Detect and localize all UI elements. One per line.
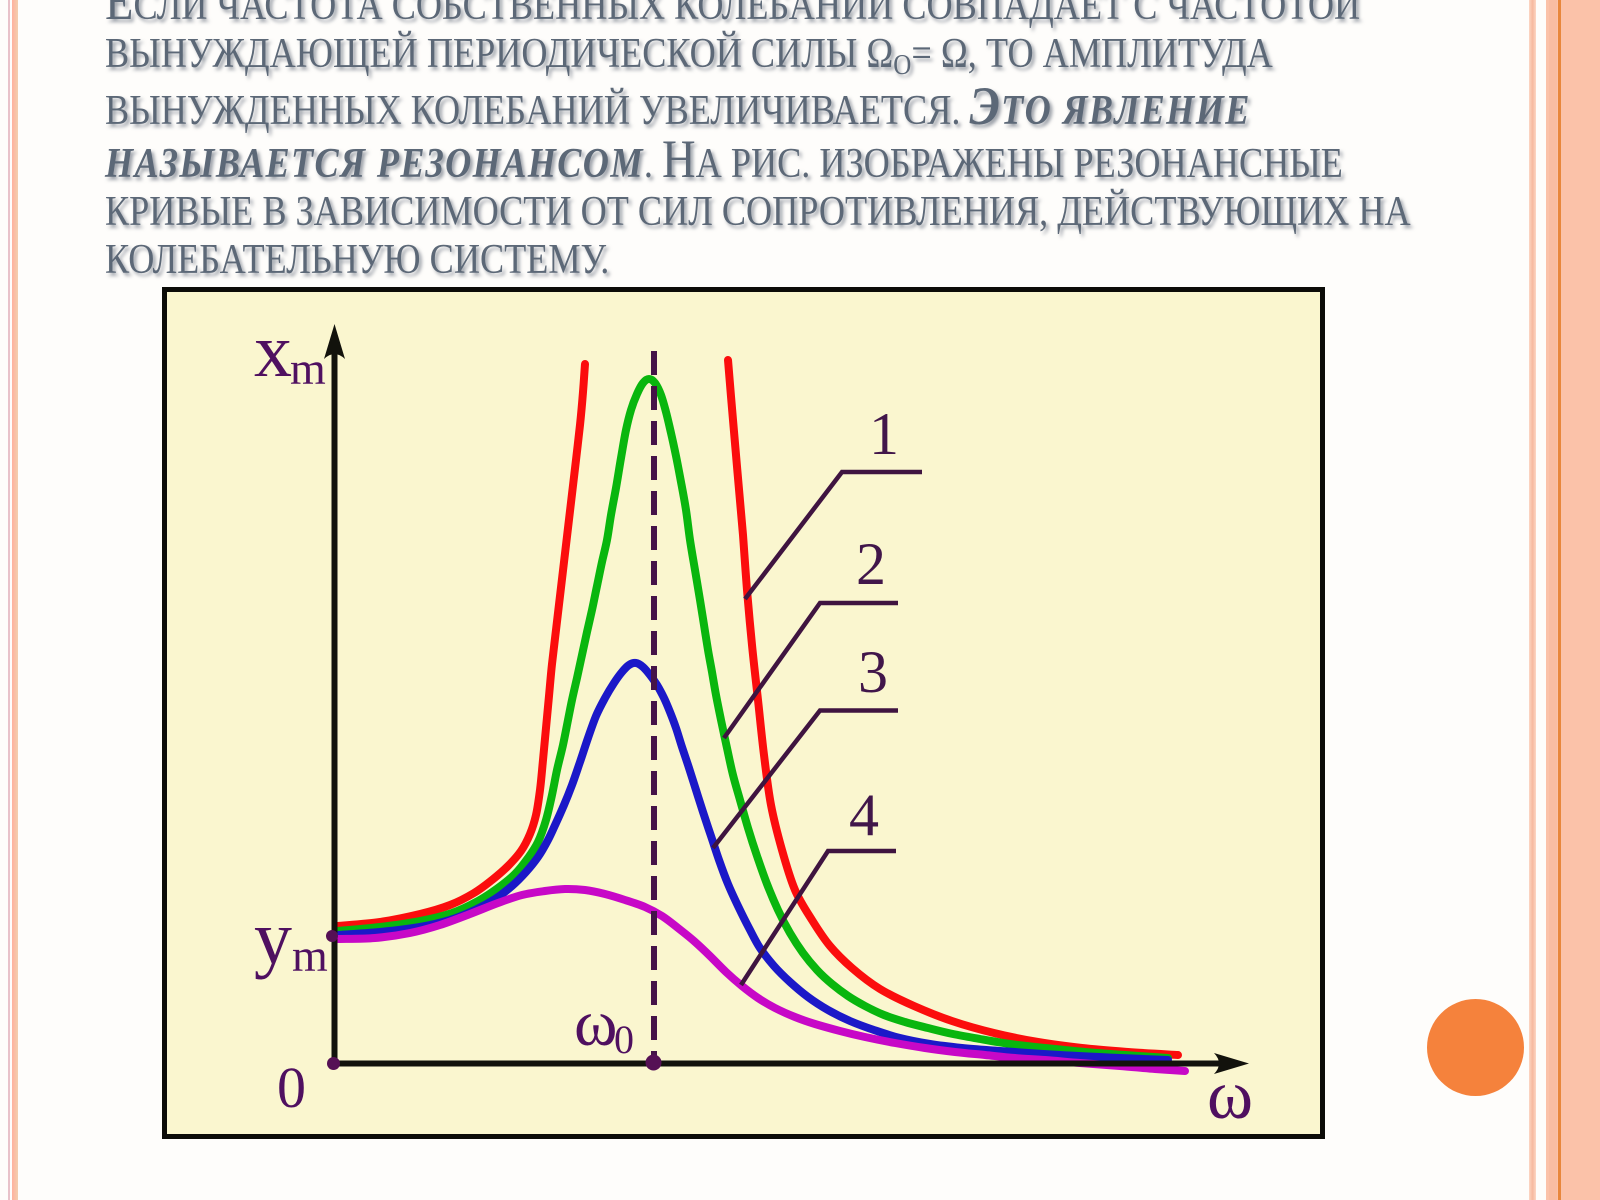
- svg-text:0: 0: [614, 1017, 634, 1062]
- svg-text:1: 1: [869, 401, 899, 467]
- svg-text:4: 4: [849, 782, 879, 848]
- svg-text:3: 3: [858, 639, 888, 705]
- svg-text:ω: ω: [1207, 1057, 1253, 1134]
- svg-text:x: x: [254, 309, 292, 393]
- svg-text:0: 0: [277, 1055, 306, 1120]
- svg-text:m: m: [290, 343, 326, 394]
- svg-text:2: 2: [856, 531, 886, 597]
- svg-text:y: y: [254, 896, 292, 980]
- svg-text:ω: ω: [574, 987, 617, 1060]
- svg-text:m: m: [292, 930, 328, 981]
